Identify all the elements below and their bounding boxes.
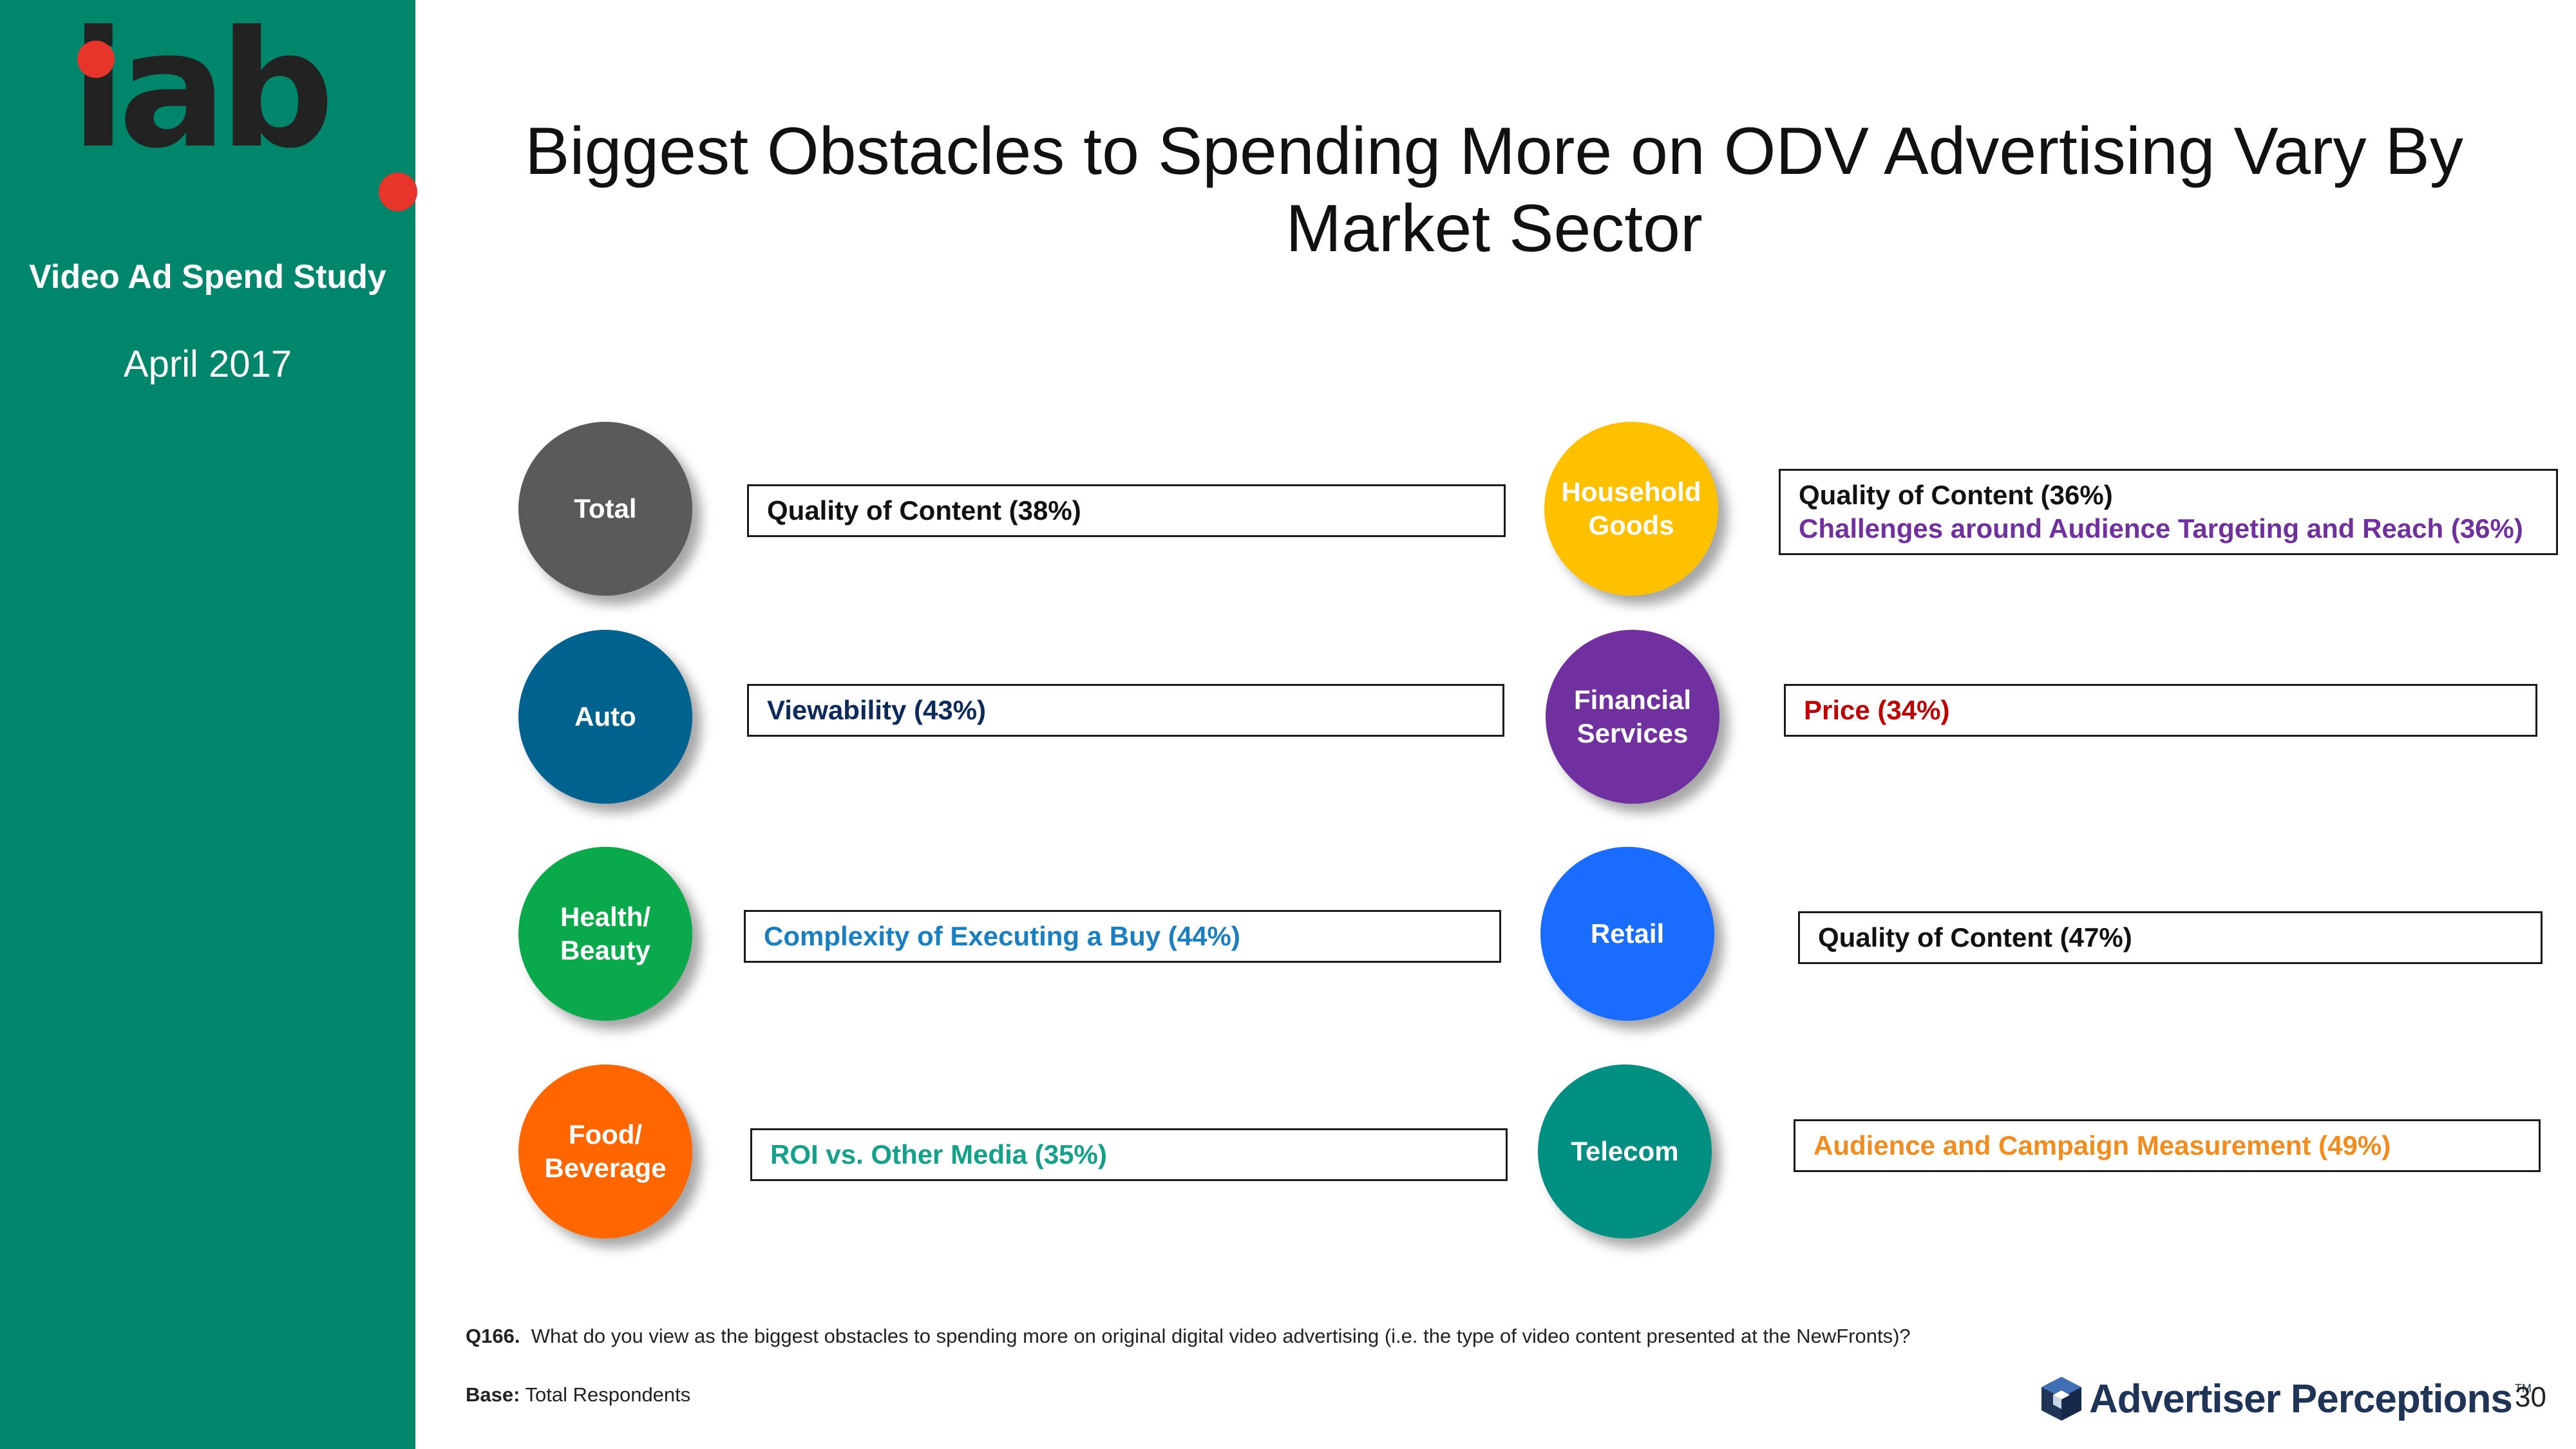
sector-label: Household Goods [1561, 477, 1701, 540]
obstacle-text: Quality of Content (47%) [1818, 922, 2132, 952]
sector-circle-household-goods: Household Goods [1544, 422, 1718, 596]
study-name: Video Ad Spend Study [29, 258, 386, 296]
base-note: Base: Total Respondents [466, 1383, 690, 1406]
brand-name: Advertiser Perceptions [2089, 1376, 2513, 1421]
obstacle-box-retail: Quality of Content (47%) [1798, 911, 2543, 964]
iab-logo: iab [71, 10, 417, 211]
study-date: April 2017 [123, 343, 292, 385]
obstacle-text: Challenges around Audience Targeting and… [1799, 513, 2523, 544]
obstacle-box-total: Quality of Content (38%) [747, 484, 1506, 537]
trademark-mark: TM [2514, 1382, 2532, 1395]
question-text: What do you view as the biggest obstacle… [531, 1325, 1911, 1347]
sector-label: Telecom [1571, 1136, 1679, 1166]
base-label: Base: [466, 1383, 520, 1406]
sector-circle-retail: Retail [1540, 847, 1714, 1021]
obstacle-box-household-goods: Quality of Content (36%) Challenges arou… [1779, 469, 2558, 555]
obstacle-text: Viewability (43%) [767, 695, 987, 725]
sector-label: Food/ Beverage [544, 1119, 667, 1183]
sector-label: Financial Services [1573, 685, 1692, 748]
obstacle-text: Complexity of Executing a Buy (44%) [764, 921, 1240, 951]
cube-icon [2041, 1377, 2081, 1421]
page-number: 30 [2515, 1381, 2546, 1413]
obstacle-box-financial-services: Price (34%) [1784, 684, 2537, 737]
base-text: Total Respondents [525, 1383, 691, 1406]
obstacle-text: Quality of Content (36%) [1799, 480, 2113, 510]
obstacle-box-telecom: Audience and Campaign Measurement (49%) [1794, 1119, 2541, 1172]
sector-label: Health/ Beauty [560, 902, 651, 965]
sector-label: Total [574, 493, 637, 524]
obstacle-text: ROI vs. Other Media (35%) [770, 1139, 1107, 1170]
obstacle-box-auto: Viewability (43%) [747, 684, 1504, 737]
sector-circle-food-beverage: Food/ Beverage [518, 1065, 692, 1238]
obstacle-text: Quality of Content (38%) [767, 495, 1081, 526]
slide-title: Biggest Obstacles to Spending More on OD… [525, 114, 2463, 266]
question-footnote: Q166. What do you view as the biggest ob… [466, 1323, 1947, 1349]
sector-label: Auto [574, 701, 636, 732]
obstacle-text: Audience and Campaign Measurement (49%) [1814, 1130, 2391, 1160]
sector-circle-financial-services: Financial Services [1546, 630, 1719, 804]
sector-label: Retail [1590, 918, 1665, 949]
sector-circle-telecom: Telecom [1538, 1065, 1712, 1238]
sector-circle-health-beauty: Health/ Beauty [518, 847, 692, 1021]
sector-circle-total: Total [518, 422, 692, 596]
logo-dot-icon [379, 173, 417, 211]
iab-logo-text: iab [71, 0, 334, 184]
logo-dot-icon [77, 41, 115, 78]
advertiser-perceptions-logo: Advertiser Perceptions TM [2040, 1373, 2532, 1425]
question-id: Q166. [466, 1325, 520, 1347]
sidebar: iab Video Ad Spend Study April 2017 [0, 0, 417, 1449]
obstacle-text: Price (34%) [1804, 695, 1950, 725]
sector-circle-auto: Auto [518, 630, 692, 804]
obstacle-box-health-beauty: Complexity of Executing a Buy (44%) [744, 910, 1501, 963]
obstacle-box-food-beverage: ROI vs. Other Media (35%) [750, 1128, 1508, 1181]
